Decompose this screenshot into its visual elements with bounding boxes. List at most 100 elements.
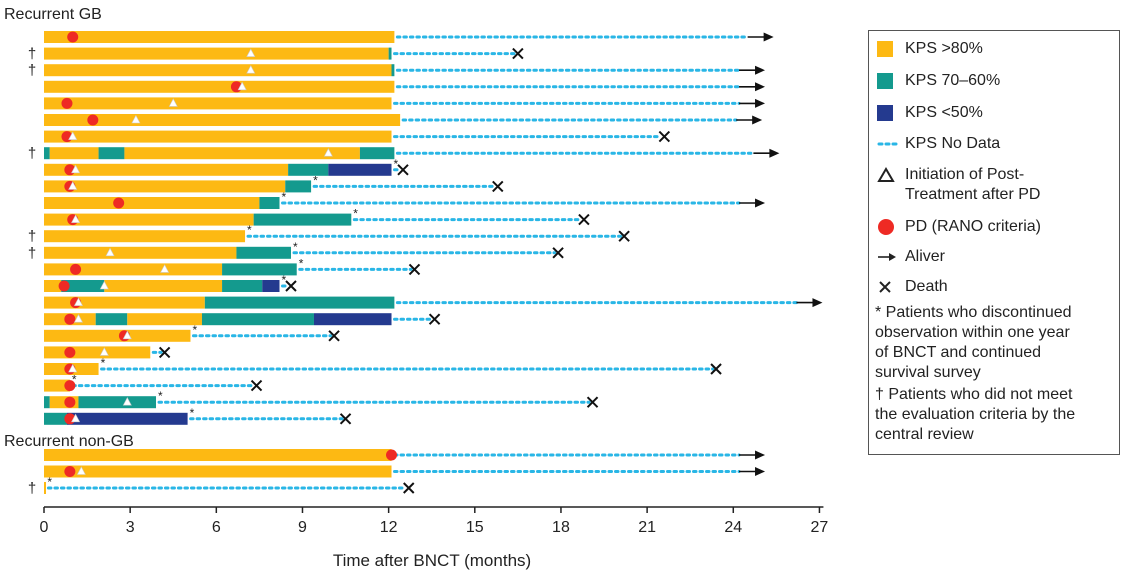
post-treatment-marker [246,65,256,74]
kps-segment [44,246,237,259]
kps-segment [44,47,389,60]
star-mark: * [101,356,106,370]
alive-arrow-head [763,32,774,42]
kps-segment [44,31,395,43]
death-marker [552,247,564,259]
star-mark: * [192,323,197,337]
death-marker [397,164,409,176]
legend-item-kps80: KPS >80% [877,39,1115,59]
kps-segment [391,64,395,77]
death-marker [658,130,671,143]
legend-swatch-kps50 [877,103,905,123]
star-mark: * [72,373,77,387]
star-mark: * [394,157,399,171]
pd-marker [87,114,99,126]
death-marker [586,396,599,408]
legend-item-death: Death [877,277,1115,297]
x-tick-label: 18 [552,519,570,536]
post-treatment-marker [237,81,247,91]
alive-arrow-head [769,148,780,158]
patient-bars: †††*****†*†********† [28,31,823,497]
x-tick-label: 21 [638,519,656,536]
patient-row: † [28,46,524,63]
kps-segment [44,329,191,342]
patient-row: † [28,145,780,162]
star-mark: * [47,475,52,489]
legend-label-pd: PD (RANO criteria) [905,218,1042,235]
triangle-icon [877,165,905,185]
dagger-mark: † [28,228,36,245]
kps-segment [95,313,128,326]
kps-segment [388,47,392,60]
post-treatment-marker [73,297,83,306]
patient-row [44,449,766,461]
patient-row: * [44,256,421,276]
legend-note-dagger: † Patients who did not meet the evaluati… [875,386,1076,443]
kps-segment [259,197,280,209]
x-tick-label: 9 [298,519,307,536]
post-treatment-marker [71,214,81,223]
patient-row [44,97,766,110]
x-ticks: 0 3 6 9 12 15 18 21 24 27 [40,507,829,536]
post-treatment-marker [68,131,78,140]
alive-arrow-head [755,467,766,476]
legend-note-star: * Patients who discontinued observation … [875,304,1072,381]
death-marker [328,330,340,342]
star-mark: * [282,190,287,204]
patient-row: * [44,190,766,209]
post-treatment-marker [168,98,178,107]
patient-row: * [44,273,297,292]
kps-segment [285,180,312,193]
kps-segment [66,412,188,425]
alive-arrow-head [755,65,766,75]
legend-item-pd: PD (RANO criteria) [877,217,1115,237]
kps-segment [288,163,329,176]
x-tick-label: 6 [212,519,221,536]
pd-marker [386,449,398,461]
patient-row [44,130,671,143]
kps-segment [44,147,50,160]
x-axis-title: Time after BNCT (months) [333,551,531,570]
post-treatment-marker [122,330,132,340]
x-tick-label: 0 [40,519,49,536]
patient-row: *† [28,475,415,497]
alive-arrow-head [755,98,766,108]
x-tick-label: 12 [380,519,398,536]
post-treatment-marker [99,280,109,290]
kps-segment [222,280,263,292]
pd-marker [64,380,76,392]
alive-arrow-head [755,198,766,208]
star-mark: * [313,173,318,187]
kps-segment [44,379,70,392]
post-treatment-marker [160,264,170,273]
kps-segment [44,163,289,176]
legend-label-alive: Aliver [905,248,946,265]
x-tick-label: 27 [811,519,829,536]
kps-segment [201,313,314,326]
pd-marker [61,97,73,109]
kps-segment [44,130,392,143]
pd-marker [113,197,125,209]
legend: KPS >80% KPS 70–60% KPS <50% KPS No Data… [868,30,1120,455]
legend-item-nodata: KPS No Data [877,134,1115,154]
patient-row [44,465,766,478]
kps-segment [44,197,260,209]
patient-row [44,313,441,326]
death-marker [512,47,524,60]
patient-row [44,296,823,309]
kps-segment [44,213,254,226]
star-mark: * [247,223,252,237]
group-labels: Recurrent GB Recurrent non-GB [4,6,134,450]
kps-segment [44,80,395,93]
legend-label-kps80: KPS >80% [905,40,983,57]
alive-arrow-head [755,450,766,460]
kps-segment [61,280,105,292]
star-mark: * [353,207,358,221]
pd-marker [67,31,79,43]
pd-marker [58,280,70,292]
death-marker [250,379,263,392]
kps-segment [104,280,223,292]
kps-segment [44,180,286,193]
post-treatment-marker [105,247,115,257]
alive-arrow-head [755,82,766,92]
